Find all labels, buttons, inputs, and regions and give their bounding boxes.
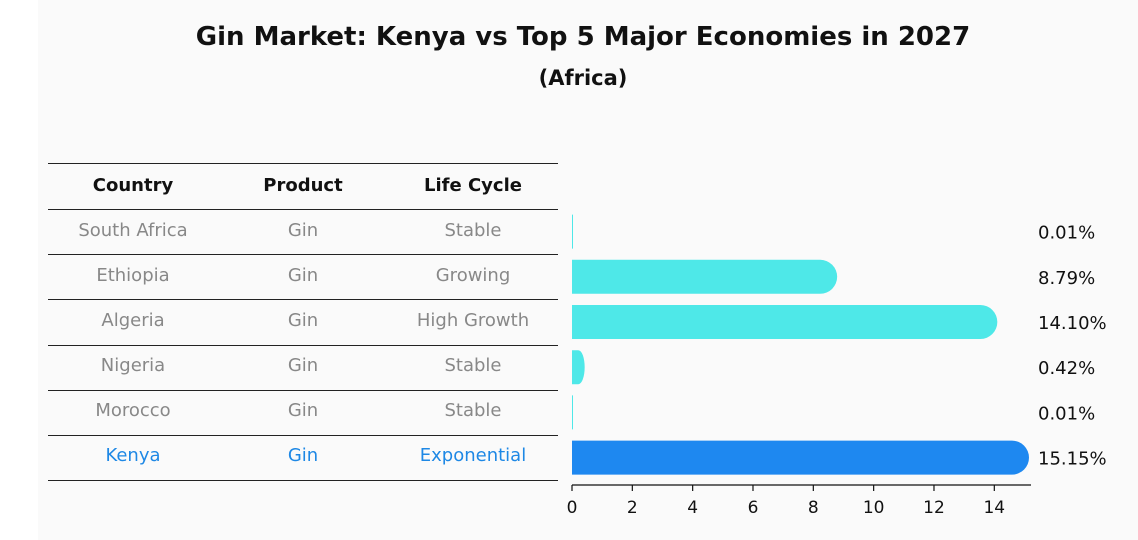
table-cell-country: Morocco bbox=[95, 400, 171, 421]
header-country: Country bbox=[92, 175, 174, 196]
table-cell-product-highlight: Gin bbox=[287, 445, 319, 466]
table-cell-product: Gin bbox=[287, 220, 319, 241]
table-cell-country: Nigeria bbox=[100, 355, 166, 376]
bar bbox=[572, 214, 573, 249]
table-cell-product: Gin bbox=[287, 355, 319, 376]
table-cell-country: South Africa bbox=[78, 220, 188, 241]
x-tick-label: 4 bbox=[687, 498, 698, 518]
table-cell-life-cycle: High Growth bbox=[416, 310, 530, 331]
table-cell-life-cycle: Stable bbox=[444, 220, 502, 241]
table-cell-product: Gin bbox=[287, 400, 319, 421]
x-tick-label: 8 bbox=[808, 498, 819, 518]
bar bbox=[572, 395, 573, 430]
table-row-rule bbox=[48, 345, 558, 346]
x-tick-label: 12 bbox=[923, 498, 945, 518]
table-bottom-rule bbox=[48, 480, 558, 481]
table-row-rule bbox=[48, 390, 558, 391]
x-tick-label: 6 bbox=[748, 498, 759, 518]
table-cell-country: Ethiopia bbox=[96, 265, 170, 286]
bar-value-label: 14.10% bbox=[1038, 313, 1107, 334]
x-tick-label: 10 bbox=[863, 498, 885, 518]
table-header-rule bbox=[48, 209, 558, 210]
table-row-rule bbox=[48, 299, 558, 300]
x-tick-label: 14 bbox=[983, 498, 1005, 518]
bar-value-label: 0.01% bbox=[1038, 223, 1095, 244]
bar-value-label: 0.42% bbox=[1038, 358, 1095, 379]
chart-subtitle: (Africa) bbox=[538, 66, 628, 90]
table-cell-country-highlight: Kenya bbox=[105, 445, 161, 466]
chart-title: Gin Market: Kenya vs Top 5 Major Economi… bbox=[195, 22, 971, 52]
bar bbox=[572, 350, 585, 385]
table-cell-product: Gin bbox=[287, 265, 319, 286]
header-life-cycle: Life Cycle bbox=[424, 175, 522, 196]
table-row-rule bbox=[48, 254, 558, 255]
x-tick-label: 0 bbox=[567, 498, 578, 518]
header-product: Product bbox=[263, 175, 343, 196]
bar bbox=[572, 440, 1029, 475]
table-top-rule bbox=[48, 163, 558, 164]
bar bbox=[572, 305, 998, 339]
table-row-rule bbox=[48, 435, 558, 436]
x-tick-label: 2 bbox=[627, 498, 638, 518]
table-cell-life-cycle: Stable bbox=[444, 400, 502, 421]
table-cell-product: Gin bbox=[287, 310, 319, 331]
table-cell-life-cycle: Stable bbox=[444, 355, 502, 376]
bar-value-label: 0.01% bbox=[1038, 403, 1095, 424]
table-cell-life-cycle-highlight: Exponential bbox=[419, 445, 527, 466]
bar bbox=[572, 259, 838, 294]
table-cell-life-cycle: Growing bbox=[435, 265, 511, 286]
bar-value-label: 8.79% bbox=[1038, 268, 1095, 289]
table-cell-country: Algeria bbox=[101, 310, 165, 331]
bar-value-label: 15.15% bbox=[1038, 449, 1107, 470]
